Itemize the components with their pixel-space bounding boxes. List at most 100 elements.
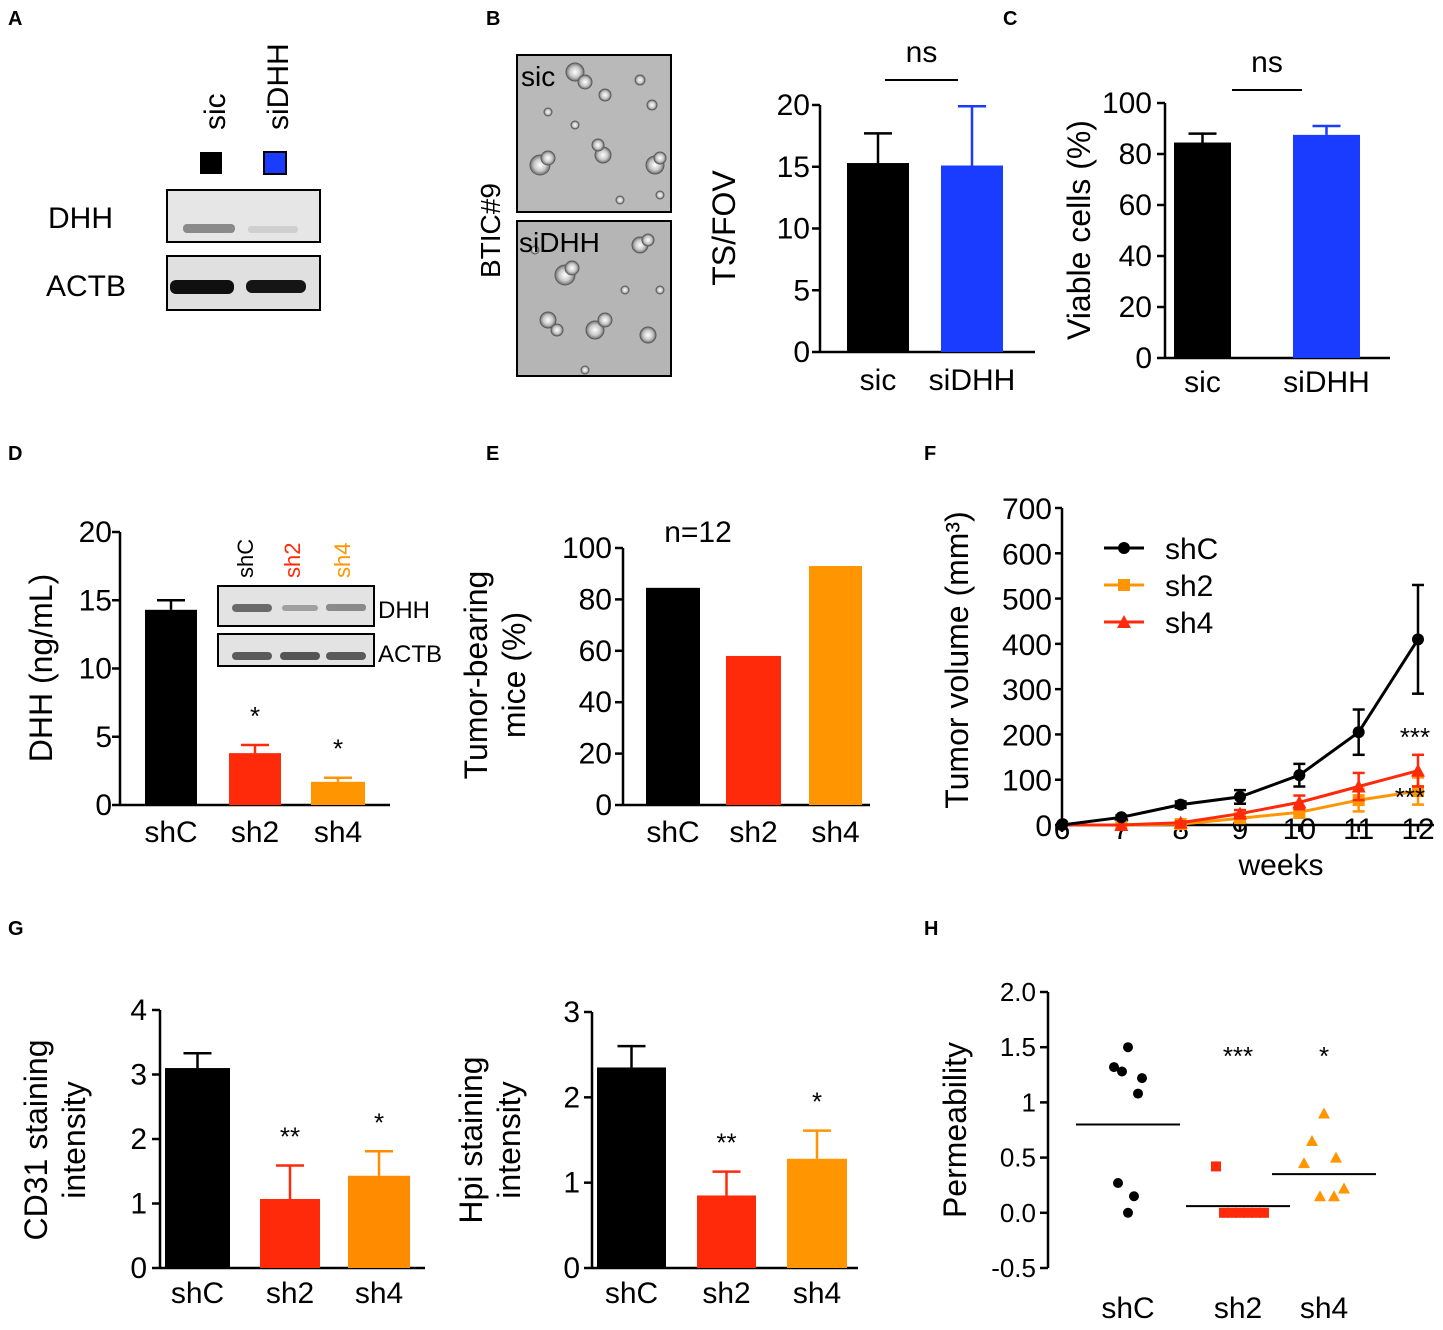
point-marker [1118, 579, 1130, 591]
x-axis-label: weeks [1237, 849, 1323, 882]
significance-label: * [812, 1087, 822, 1117]
significance-label: *** [1400, 722, 1430, 752]
significance-label: * [374, 1107, 384, 1137]
y-tick-label: 0 [793, 336, 810, 369]
micrograph-label-sic: sic [521, 61, 555, 92]
y-tick-label: 0 [563, 1252, 580, 1285]
legend-label: sh2 [1165, 570, 1213, 603]
group-sh4: sh4 * [1272, 1041, 1376, 1325]
significance-label: * [1319, 1041, 1329, 1071]
blot-lane-sic: sic [199, 93, 232, 130]
legend: shC sh2 sh4 [1104, 533, 1218, 640]
x-tick-label: sh2 [266, 1277, 314, 1310]
y-tick-label: 0 [95, 789, 112, 822]
panel-letter-c: C [1003, 8, 1017, 30]
data-point [1314, 1190, 1326, 1202]
inset-lane-shc: shC [233, 539, 258, 578]
inset-dhh-band-sh2 [282, 605, 318, 611]
y-axis-label-line: DHH (ng/mL) [23, 574, 59, 762]
y-tick-label: 10 [777, 213, 810, 246]
point-marker [1233, 806, 1247, 820]
bar-sh2 [229, 753, 281, 805]
actb-band-sidhh [246, 280, 306, 293]
data-point [1109, 1062, 1119, 1073]
sphere-cell [597, 312, 613, 328]
bar-shC [646, 587, 700, 805]
inset-lane-sh2: sh2 [280, 543, 305, 578]
chart-g1: 0 1 2 3 4 shC sh2 ** sh4 * CD31 stainingintensity [18, 994, 425, 1310]
point-marker [1412, 633, 1424, 646]
x-tick-label: sh2 [702, 1277, 750, 1310]
panel-letter-f: F [924, 443, 936, 465]
point-marker [1173, 815, 1188, 829]
y-axis-label-line: CD31 staining [18, 1040, 54, 1241]
significance-label: *** [1395, 782, 1425, 812]
y-tick-label: 300 [1002, 674, 1052, 707]
sphere-cell [530, 245, 540, 255]
y-tick-label: 40 [1119, 240, 1152, 273]
x-tick-label: sh2 [231, 816, 279, 849]
inset-actb-band-sh4 [326, 652, 366, 660]
bar-sh4 [809, 565, 862, 805]
chart-g2: 0 1 2 3 shC sh2 ** sh4 * Hpi stainingintensity [453, 996, 858, 1310]
data-point [1251, 1207, 1261, 1218]
y-tick-label: 20 [777, 89, 810, 122]
inset-row-actb: ACTB [378, 641, 442, 668]
sphere-cell [591, 138, 605, 152]
significance-label: * [333, 734, 343, 764]
x-tick-label: sh4 [1300, 1292, 1348, 1325]
y-axis-label: CD31 stainingintensity [18, 1040, 92, 1241]
sphere-cell [565, 62, 585, 82]
panel-letters: A B C D E F G H [8, 8, 1017, 940]
panel-a-blot: sic siDHH DHH ACTB [46, 43, 321, 311]
chart-b: 0 5 10 15 20 sic siDHH TS/FOV ns [706, 36, 1035, 397]
x-tick-label: shC [1101, 1292, 1154, 1325]
panel-b-micrographs: sic siDHH BTIC#9 [475, 54, 672, 377]
y-tick-label: 1 [1022, 1087, 1036, 1117]
y-tick-label: 700 [1002, 493, 1052, 526]
y-axis-label: TS/FOV [706, 170, 742, 286]
significance-label: *** [1223, 1041, 1253, 1071]
bar-sh4 [311, 781, 365, 805]
data-point [1123, 1207, 1133, 1218]
data-point [1338, 1182, 1350, 1194]
point-marker [1352, 726, 1365, 739]
y-tick-label: 3 [563, 996, 580, 1029]
x-tick-label: shC [605, 1277, 658, 1310]
y-tick-label: 100 [562, 532, 612, 565]
panel-letter-b: B [486, 8, 500, 30]
x-tick-label: siDHH [1283, 366, 1370, 399]
y-tick-label: 5 [95, 721, 112, 754]
micrograph-row-label: BTIC#9 [475, 183, 506, 278]
y-tick-label: 60 [579, 635, 612, 668]
y-tick-label: 2 [130, 1123, 147, 1156]
chart-c: 0 20 40 60 80 100 sic siDHH Viable cells (%) ns [1061, 46, 1390, 399]
data-point [1259, 1207, 1269, 1218]
micrograph-label-sidhh: siDHH [519, 227, 600, 258]
y-tick-label: 80 [1119, 138, 1152, 171]
significance-label: ** [716, 1128, 736, 1158]
significance-label: * [250, 701, 260, 731]
data-point [1117, 1066, 1127, 1077]
data-point [1328, 1190, 1340, 1202]
chart-title: n=12 [664, 516, 732, 549]
point-marker [1411, 763, 1425, 777]
y-tick-label: 0 [595, 789, 612, 822]
y-tick-label: 2 [563, 1081, 580, 1114]
data-point [1211, 1161, 1221, 1172]
inset-dhh-band-shc [232, 604, 272, 612]
y-tick-label: 0 [130, 1252, 147, 1285]
blot-lane-sidhh: siDHH [262, 43, 295, 130]
series-shC [1056, 583, 1424, 831]
sphere-cell [585, 320, 605, 340]
y-tick-label: 2.0 [1000, 977, 1036, 1007]
x-tick-label: shC [171, 1277, 224, 1310]
point-marker [1174, 798, 1187, 811]
y-axis-label: Tumor volume (mm³) [939, 511, 975, 808]
y-tick-label: 80 [579, 583, 612, 616]
y-tick-label: 1.5 [1000, 1032, 1036, 1062]
blot-row-actb: ACTB [46, 270, 126, 303]
y-tick-label: 10 [79, 653, 112, 686]
y-tick-label: 1 [130, 1188, 147, 1221]
dhh-blot-box [166, 189, 321, 243]
